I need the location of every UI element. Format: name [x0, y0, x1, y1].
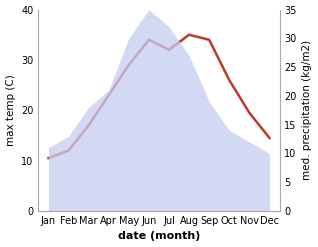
Y-axis label: max temp (C): max temp (C): [5, 74, 16, 146]
Y-axis label: med. precipitation (kg/m2): med. precipitation (kg/m2): [302, 40, 313, 180]
X-axis label: date (month): date (month): [118, 231, 200, 242]
